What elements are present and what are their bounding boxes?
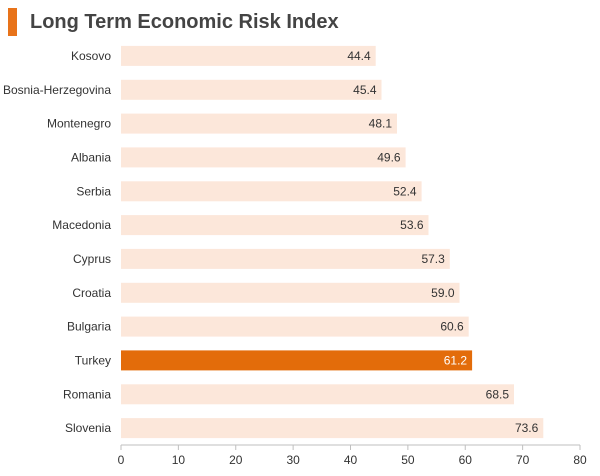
x-tick-label: 60 (459, 453, 473, 467)
x-tick-label: 80 (573, 453, 587, 467)
value-label: 48.1 (369, 117, 393, 131)
category-label: Bosnia-Herzegovina (3, 83, 111, 97)
bar-serbia (121, 181, 422, 202)
bar-cyprus (121, 248, 450, 269)
category-label: Slovenia (65, 421, 111, 435)
bar-bosnia-herzegovina (121, 79, 382, 100)
value-label: 61.2 (444, 353, 468, 367)
category-label: Romania (63, 387, 111, 401)
x-tick-label: 30 (286, 453, 300, 467)
value-label: 44.4 (347, 49, 371, 63)
category-label: Croatia (72, 286, 111, 300)
value-label: 45.4 (353, 83, 377, 97)
category-label: Albania (71, 150, 111, 164)
value-label: 57.3 (421, 252, 445, 266)
value-label: 52.4 (393, 184, 417, 198)
value-label: 53.6 (400, 218, 424, 232)
value-label: 73.6 (515, 421, 539, 435)
x-tick-label: 70 (516, 453, 530, 467)
bar-montenegro (121, 113, 397, 134)
x-tick-label: 40 (344, 453, 358, 467)
chart-title: Long Term Economic Risk Index (30, 11, 339, 33)
x-tick-label: 20 (229, 453, 243, 467)
category-label: Macedonia (52, 218, 111, 232)
value-label: 49.6 (377, 150, 401, 164)
category-label: Serbia (76, 184, 111, 198)
category-label: Cyprus (73, 252, 111, 266)
bar-croatia (121, 282, 460, 303)
category-label: Kosovo (71, 49, 111, 63)
value-label: 68.5 (486, 387, 510, 401)
category-label: Turkey (75, 353, 111, 367)
bar-romania (121, 384, 514, 405)
bar-albania (121, 147, 406, 168)
category-label: Montenegro (47, 117, 111, 131)
value-label: 60.6 (440, 320, 464, 334)
bar-slovenia (121, 418, 544, 439)
category-label: Bulgaria (67, 320, 111, 334)
bar-kosovo (121, 45, 376, 66)
x-tick-label: 50 (401, 453, 415, 467)
value-label: 59.0 (431, 286, 455, 300)
bar-macedonia (121, 215, 429, 236)
bar-turkey (121, 350, 473, 371)
x-tick-label: 0 (118, 453, 125, 467)
x-tick-label: 10 (172, 453, 186, 467)
title-accent-bar (8, 8, 17, 36)
bar-bulgaria (121, 316, 469, 337)
